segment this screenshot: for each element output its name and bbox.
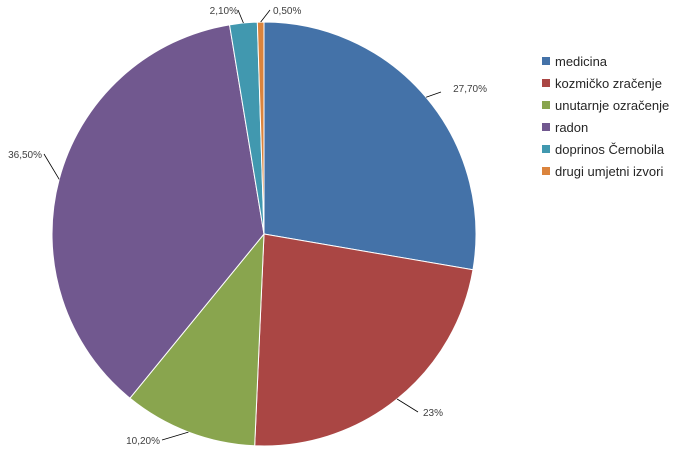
legend-item-3: unutarnje ozračenje (542, 94, 669, 116)
leader-line-1 (425, 91, 442, 98)
pie-slice-4 (51, 24, 265, 399)
legend-label: radon (555, 119, 589, 135)
legend-item-4: radon (542, 116, 669, 138)
legend-item-5: doprinos Černobila (542, 138, 669, 160)
legend-swatch (542, 57, 550, 65)
pie-slices (51, 21, 477, 447)
legend-swatch (542, 79, 550, 87)
legend-label: unutarnje ozračenje (555, 97, 670, 113)
legend-item-1: medicina (542, 50, 669, 72)
data-labels: 27,70% 23% 10,20% 36,50% 2,10% 0,50% (8, 6, 487, 447)
legend-swatch (542, 101, 550, 109)
leader-line-6 (260, 9, 271, 23)
legend-label: doprinos Černobila (555, 141, 665, 157)
legend-swatch (542, 167, 550, 175)
pie-slice-2 (254, 233, 474, 447)
pie-slice-3 (129, 232, 265, 447)
data-label-2: 23% (423, 408, 443, 419)
data-label-6: 0,50% (273, 6, 301, 17)
leader-line-4 (43, 153, 60, 180)
legend-swatch (542, 123, 550, 131)
legend-label: drugi umjetni izvori (555, 163, 664, 179)
legend-swatch (542, 145, 550, 153)
legend-item-2: kozmičko zračenje (542, 72, 669, 94)
data-label-1: 27,70% (453, 84, 487, 95)
data-label-4: 36,50% (8, 150, 42, 161)
pie-slice-6 (256, 21, 265, 235)
leader-line-5 (237, 9, 244, 24)
leader-line-3 (161, 431, 189, 441)
legend-label: medicina (555, 53, 608, 69)
data-label-3: 10,20% (126, 436, 160, 447)
data-label-5: 2,10% (210, 6, 238, 17)
legend-item-6: drugi umjetni izvori (542, 160, 669, 182)
pie-chart: 27,70% 23% 10,20% 36,50% 2,10% 0,50% (8, 6, 487, 447)
leader-lines (43, 9, 442, 441)
pie-slice-1 (263, 21, 477, 271)
leader-line-2 (396, 398, 419, 413)
legend: medicina kozmičko zračenje unutarnje ozrač… (542, 50, 669, 182)
legend-label: kozmičko zračenje (555, 75, 662, 91)
